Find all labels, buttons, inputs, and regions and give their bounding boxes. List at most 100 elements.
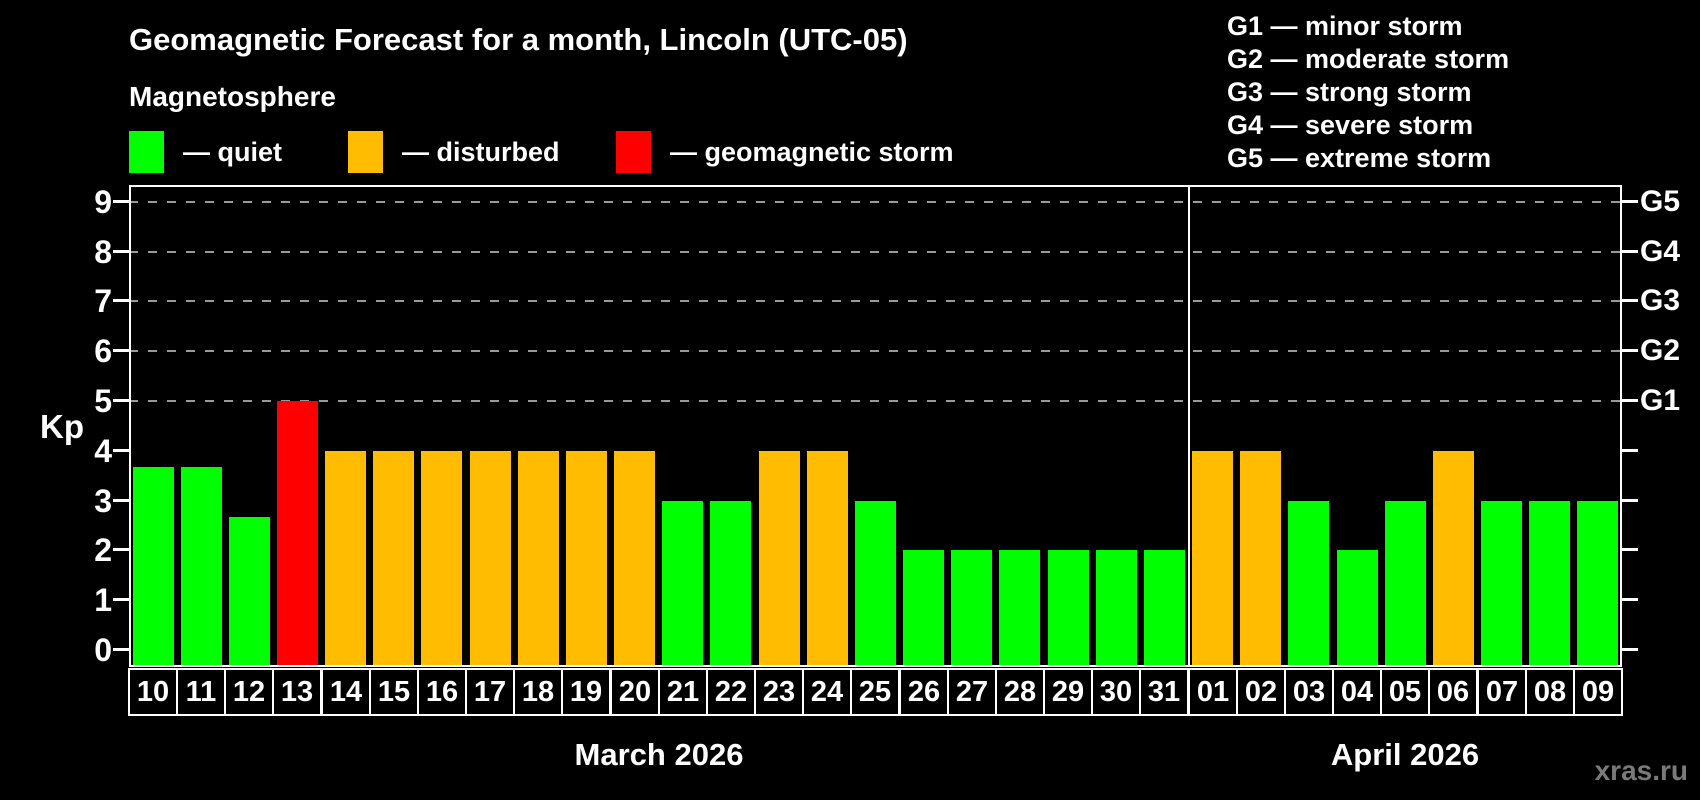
gridline xyxy=(129,400,1622,402)
day-label-cell: 10 xyxy=(128,668,178,716)
month-label: April 2026 xyxy=(1330,737,1480,772)
y-tick-mark-right xyxy=(1622,448,1638,452)
kp-bar xyxy=(277,401,318,667)
y-tick-mark-left xyxy=(113,399,129,402)
day-label-cell: 20 xyxy=(610,668,660,716)
g-legend-line-g4: G4 — severe storm xyxy=(1227,110,1474,140)
kp-bar xyxy=(470,451,511,667)
legend-label-storm: — geomagnetic storm xyxy=(670,136,954,167)
day-label-cell: 02 xyxy=(1236,668,1286,716)
kp-bar xyxy=(518,451,559,667)
kp-bar xyxy=(1240,451,1281,667)
y-tick-mark-right xyxy=(1622,349,1638,353)
y-tick-mark-left xyxy=(113,249,129,253)
y-tick-mark-left xyxy=(113,598,129,602)
y-tick-mark-left xyxy=(113,448,129,452)
y-tick-mark-right xyxy=(1622,399,1638,402)
day-label-cell: 03 xyxy=(1284,668,1334,716)
day-label-cell: 19 xyxy=(561,668,611,716)
kp-bar xyxy=(903,550,944,667)
quiet-color-swatch xyxy=(129,131,164,173)
kp-bar xyxy=(855,501,896,667)
day-label-cell: 21 xyxy=(658,668,708,716)
day-label-cell: 01 xyxy=(1188,668,1238,716)
y-tick-label: 9 xyxy=(94,183,112,220)
chart-title: Geomagnetic Forecast for a month, Lincol… xyxy=(129,22,908,57)
day-label-cell: 24 xyxy=(802,668,852,716)
kp-bar xyxy=(1433,451,1474,667)
day-label-cell: 17 xyxy=(465,668,515,716)
gridline xyxy=(129,250,1622,253)
day-label-cell: 30 xyxy=(1091,668,1141,716)
kp-bar xyxy=(325,451,366,667)
kp-bar xyxy=(807,451,848,667)
y-tick-mark-right xyxy=(1622,199,1638,203)
day-label-cell: 05 xyxy=(1380,668,1430,716)
y-tick-label: 7 xyxy=(94,283,112,320)
day-label-cell: 28 xyxy=(995,668,1045,716)
y-tick-mark-right xyxy=(1622,598,1638,602)
right-axis-label-g5: G5 xyxy=(1640,184,1681,218)
day-label-cell: 27 xyxy=(947,668,997,716)
disturbed-color-swatch xyxy=(348,131,383,173)
right-axis-label-g1: G1 xyxy=(1640,384,1681,417)
day-label-cell: 09 xyxy=(1573,668,1623,716)
kp-bar xyxy=(1096,550,1137,667)
y-tick-mark-right xyxy=(1622,648,1638,651)
right-axis-label-g4: G4 xyxy=(1640,234,1681,268)
kp-bar xyxy=(1385,501,1426,667)
legend-label-disturbed: — disturbed xyxy=(402,136,560,167)
day-label-cell: 29 xyxy=(1043,668,1093,716)
day-label-cell: 31 xyxy=(1139,668,1189,716)
kp-bar xyxy=(1144,550,1185,667)
g-legend-line-g2: G2 — moderate storm xyxy=(1227,44,1510,74)
legend-label-quiet: — quiet xyxy=(183,136,282,167)
right-axis-label-g2: G2 xyxy=(1640,334,1681,368)
kp-bar xyxy=(999,550,1040,667)
y-tick-mark-left xyxy=(113,349,129,353)
gridline xyxy=(129,350,1622,353)
day-label-cell: 26 xyxy=(899,668,949,716)
gridline xyxy=(129,200,1622,203)
g-legend-line-g5: G5 — extreme storm xyxy=(1227,143,1492,173)
kp-bar xyxy=(1529,501,1570,667)
day-label-cell: 15 xyxy=(369,668,419,716)
y-tick-label: 8 xyxy=(94,233,112,270)
y-tick-mark-right xyxy=(1622,498,1638,502)
y-tick-mark-right xyxy=(1622,299,1638,303)
y-tick-mark-left xyxy=(113,299,129,303)
kp-bar xyxy=(759,451,800,667)
y-tick-label: 5 xyxy=(94,383,112,419)
kp-bar xyxy=(710,501,751,667)
y-tick-label: 6 xyxy=(94,333,112,370)
kp-bar xyxy=(1337,550,1378,667)
g-legend-line-g1: G1 — minor storm xyxy=(1227,11,1463,41)
y-tick-label: 0 xyxy=(94,632,112,668)
kp-bar xyxy=(1288,501,1329,667)
kp-bar xyxy=(662,501,703,667)
y-tick-mark-left xyxy=(113,548,129,552)
kp-bar xyxy=(421,451,462,667)
legend-item-quiet: — quiet xyxy=(129,131,282,173)
month-label: March 2026 xyxy=(574,737,744,772)
y-tick-mark-right xyxy=(1622,249,1638,253)
plot-frame xyxy=(129,185,1622,667)
kp-bar xyxy=(1481,501,1522,667)
gridline xyxy=(129,300,1622,303)
right-axis-label-g3: G3 xyxy=(1640,284,1681,318)
day-label-cell: 22 xyxy=(706,668,756,716)
kp-bar xyxy=(1048,550,1089,667)
y-tick-mark-right xyxy=(1622,548,1638,552)
y-tick-label: 2 xyxy=(94,532,112,569)
kp-bar xyxy=(614,451,655,667)
kp-bar xyxy=(229,517,270,667)
magnetosphere-legend-heading: Magnetosphere xyxy=(129,81,336,112)
day-label-cell: 07 xyxy=(1477,668,1527,716)
kp-bar xyxy=(1192,451,1233,667)
y-tick-mark-left xyxy=(113,648,129,651)
kp-bar xyxy=(951,550,992,667)
month-separator xyxy=(1188,185,1190,667)
storm-color-swatch xyxy=(616,131,651,173)
y-tick-label: 3 xyxy=(94,482,112,519)
